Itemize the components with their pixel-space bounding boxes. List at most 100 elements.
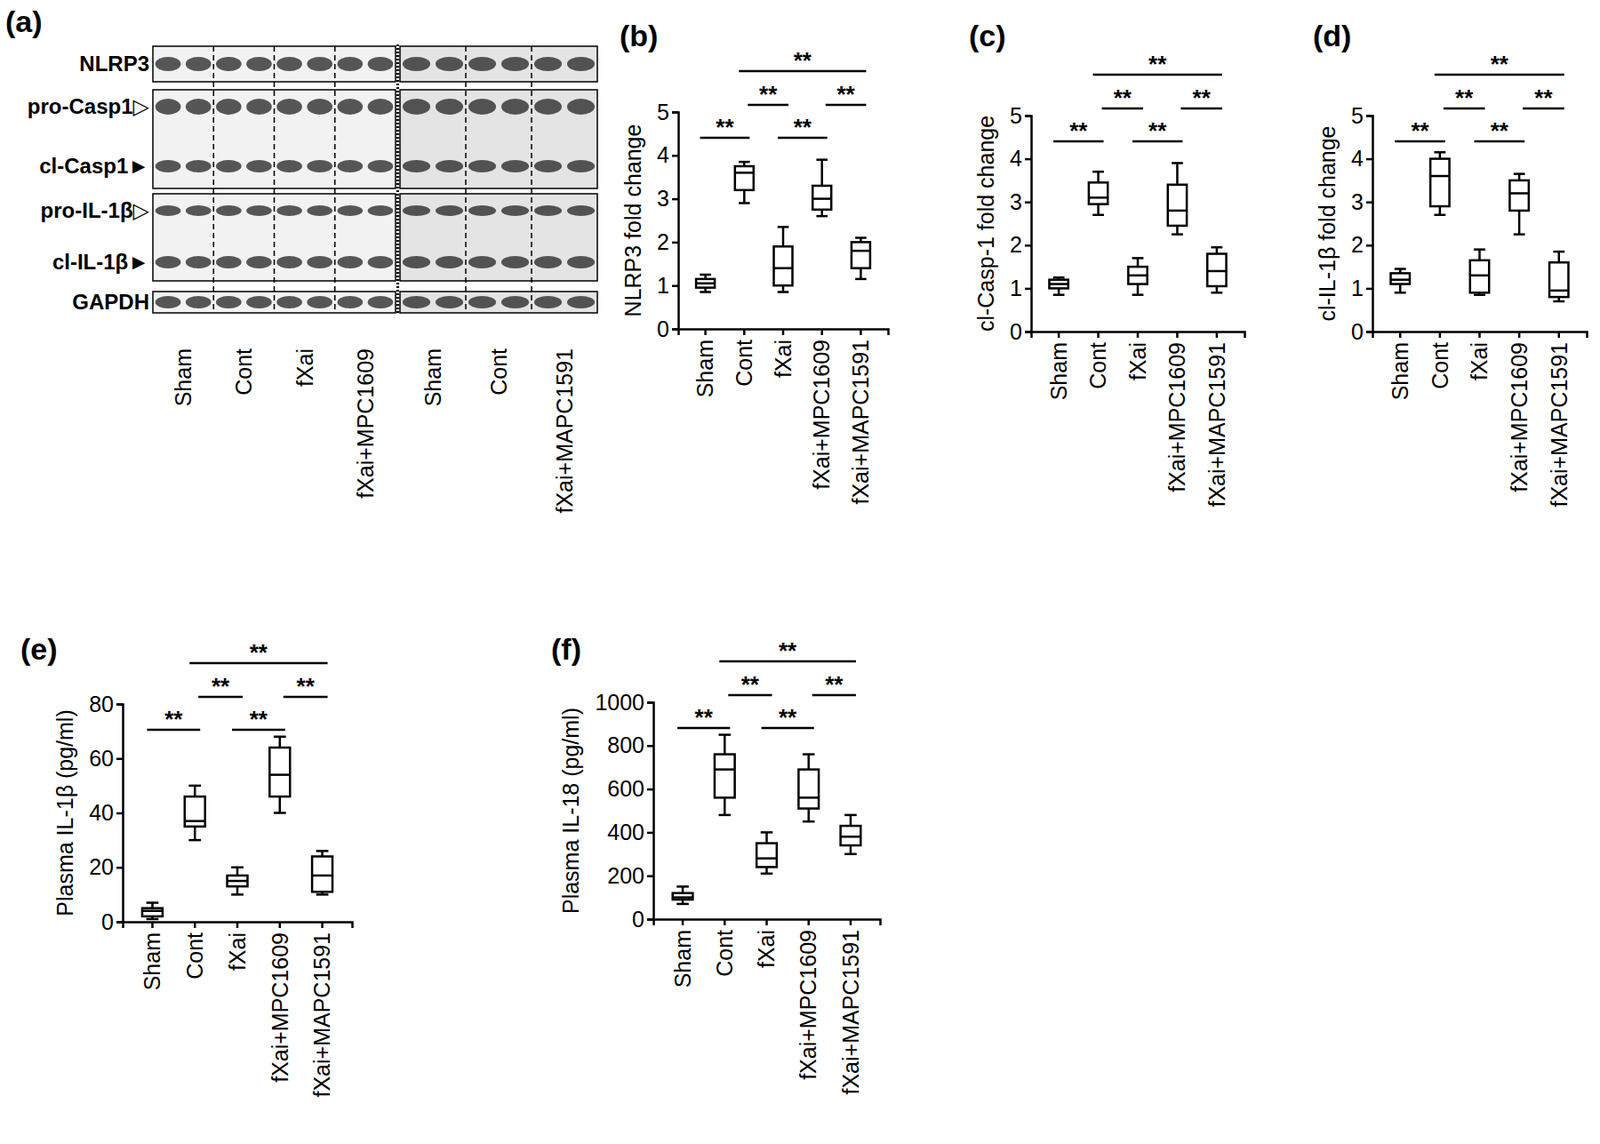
blot-band [336,56,363,72]
cap-low [699,290,712,294]
blot-strip [400,89,598,189]
x-tick: fXai+MPC1609 [1506,331,1532,493]
box-body [1549,262,1568,297]
blot-band [468,160,496,173]
blot-band [368,160,394,173]
blot-band [246,160,272,173]
significance-label: ** [1069,117,1088,144]
lane-label: fXai [292,348,318,387]
cap-high [718,733,731,736]
x-tick-label: Sham [1387,342,1413,400]
blot-band [246,205,272,216]
x-axis: ShamContfXaifXai+MPC1609fXai+MAPC1591 [1373,331,1588,508]
significance: ********** [1053,50,1223,144]
box-body [1391,272,1410,284]
x-tick-label: Cont [1085,342,1111,390]
y-tick-label: 200 [607,863,645,888]
blot-band [501,160,529,173]
blot-band [567,296,595,309]
x-tick-mark [782,328,785,336]
median [1048,282,1068,286]
blot-band [534,205,562,216]
y-tick: 1 [656,272,679,298]
blot-band [336,256,363,269]
significance-label: ** [1534,84,1553,112]
cap-high [231,866,244,870]
cap-high [146,901,160,904]
x-axis-line [679,329,889,336]
cap-high [1132,256,1144,260]
y-tick-mark [672,284,679,288]
box [184,785,206,840]
box-body [774,246,793,286]
cap-low [1092,214,1104,217]
lane-separator [334,46,336,313]
y-tick: 5 [656,99,679,125]
y-tick: 80 [88,691,123,717]
x-tick-mark [765,919,768,926]
lane-label: fXai+MAPC1591 [552,348,577,514]
x-tick: Cont [182,921,208,980]
cap-high [188,784,201,788]
y-tick-mark [647,701,654,704]
y-tick-label: 1 [1009,275,1023,301]
lane-separator [213,46,216,313]
blot-band [185,205,212,216]
x-tick: fXai+MAPC1591 [838,919,864,1096]
y-tick: 3 [1009,189,1032,215]
row-label: GAPDH [72,289,150,314]
blot-band [185,256,212,269]
cap-low [777,290,790,294]
x-tick-mark [1176,331,1179,338]
blot-band [336,160,363,173]
y-tick: 2 [1009,232,1032,257]
y-tick-mark [1366,330,1373,334]
blot-band [368,205,394,216]
x-tick: fXai+MAPC1591 [1546,331,1572,508]
y-axis-line [1366,116,1374,333]
cap-low [802,820,816,824]
x-tick-mark [193,921,197,928]
cap-low [1552,300,1565,304]
median [269,773,290,776]
x-tick: Sham [692,328,718,398]
blot-band [567,256,595,269]
whisker-high [236,867,240,876]
blot-band [368,98,394,115]
box [1470,249,1489,296]
x-axis: ShamContfXaifXai+MPC1609fXai+MAPC1591 [1032,331,1246,508]
cap-low [844,853,857,856]
median [756,856,777,860]
x-tick-mark [320,921,324,928]
y-tick: 0 [1351,319,1373,344]
blot-band [402,98,431,115]
blot-strip [400,193,598,281]
y-tick-mark [1366,244,1373,248]
significance: ********** [700,47,867,141]
box [696,274,715,293]
x-tick-label: fXai+MAPC1591 [1204,342,1230,508]
box [1549,251,1568,302]
blot-band [435,160,464,173]
box [227,867,248,896]
blot-band [276,296,303,309]
x-tick: fXai+MPC1609 [1164,331,1190,493]
panel-letter: (d) [1312,18,1352,53]
x-tick-mark [1096,331,1100,338]
blot-band [567,98,595,115]
box [812,160,832,216]
y-axis-line [116,704,124,923]
cap-high [1394,267,1407,271]
cap-low [273,811,287,815]
median [798,796,819,800]
y-axis-line [672,112,680,330]
whisker-low [723,797,727,816]
blot-band [534,160,562,173]
whisker-high [193,785,197,797]
y-tick-label: 0 [1351,319,1364,344]
cap-high [738,160,751,164]
cap-high [760,831,774,834]
blot-band [155,205,182,216]
y-tick-mark [1366,288,1373,291]
blot-band [155,98,182,115]
